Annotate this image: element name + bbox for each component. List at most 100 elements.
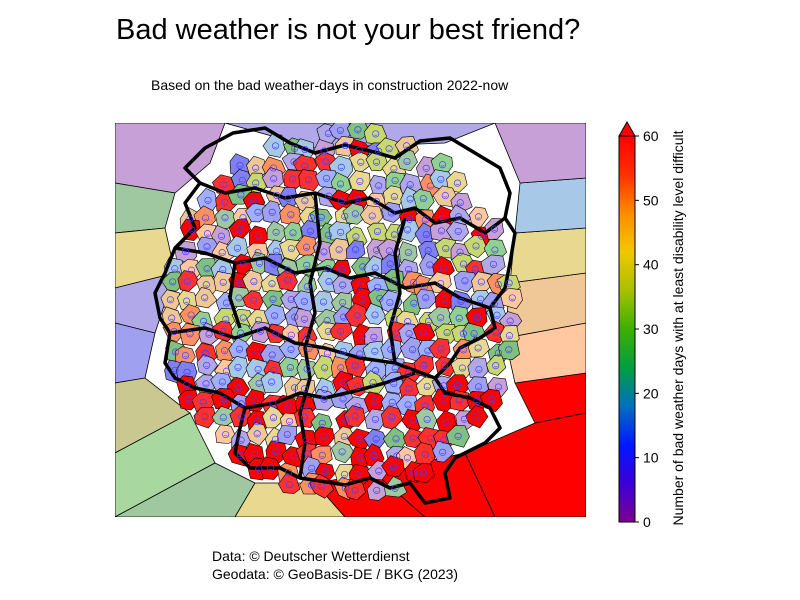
smiley-icon	[290, 384, 299, 392]
voronoi-cell	[242, 269, 264, 292]
voronoi-cell	[485, 355, 507, 376]
smiley-icon	[339, 298, 347, 307]
smiley-icon	[269, 164, 278, 172]
voronoi-cell	[348, 170, 371, 192]
smiley-icon	[474, 344, 482, 352]
smiley-icon	[203, 230, 212, 238]
smiley-icon	[219, 278, 227, 286]
smiley-icon	[185, 395, 193, 403]
smiley-icon	[222, 315, 230, 323]
smiley-icon	[356, 350, 364, 358]
smiley-icon	[478, 232, 486, 240]
smiley-icon	[336, 126, 344, 134]
smiley-icon	[239, 214, 247, 222]
station-markers	[166, 126, 516, 495]
smiley-icon	[168, 314, 176, 322]
outer-cell	[115, 123, 226, 194]
smiley-icon	[440, 382, 448, 390]
smiley-icon	[459, 346, 468, 354]
smiley-icon	[291, 144, 299, 153]
smiley-icon	[237, 413, 246, 421]
smiley-icon	[202, 281, 210, 289]
smiley-icon	[424, 347, 432, 355]
smiley-icon	[286, 417, 294, 425]
outer-cell	[115, 322, 156, 384]
smiley-icon	[405, 265, 413, 274]
smiley-icon	[319, 298, 328, 306]
smiley-icon	[303, 332, 311, 341]
voronoi-cell	[196, 188, 218, 212]
smiley-icon	[441, 192, 449, 200]
smiley-icon	[338, 448, 346, 456]
smiley-icon	[254, 348, 262, 356]
smiley-icon	[236, 279, 244, 288]
smiley-icon	[356, 282, 364, 290]
smiley-icon	[473, 412, 481, 420]
smiley-icon	[303, 365, 311, 373]
smiley-icon	[489, 260, 498, 268]
smiley-icon	[254, 208, 262, 216]
smiley-icon	[300, 297, 308, 306]
smiley-icon	[385, 145, 393, 153]
smiley-icon	[351, 487, 359, 495]
smiley-icon	[239, 314, 247, 322]
colorbar-tick-label: 10	[643, 450, 659, 466]
map-panel	[115, 123, 586, 517]
smiley-icon	[354, 382, 362, 390]
smiley-icon	[270, 175, 278, 183]
credits: Data: © Deutscher Wetterdienst Geodata: …	[212, 547, 458, 583]
smiley-icon	[217, 232, 225, 240]
voronoi-cell	[193, 406, 217, 429]
smiley-icon	[221, 198, 229, 207]
smiley-icon	[287, 345, 295, 353]
smiley-icon	[372, 197, 381, 206]
smiley-icon	[284, 266, 292, 274]
voronoi-cell	[215, 208, 237, 230]
smiley-icon	[493, 311, 501, 319]
smiley-icon	[238, 176, 246, 184]
smiley-icon	[237, 329, 245, 337]
smiley-icon	[373, 227, 382, 236]
smiley-icon	[308, 464, 316, 472]
smiley-icon	[273, 191, 281, 199]
smiley-icon	[372, 130, 380, 138]
voronoi-cell	[312, 388, 337, 411]
smiley-icon	[437, 345, 445, 353]
smiley-icon	[285, 468, 293, 477]
smiley-icon	[269, 295, 277, 303]
smiley-icon	[373, 486, 381, 494]
smiley-icon	[203, 265, 211, 273]
smiley-icon	[494, 280, 502, 289]
smiley-icon	[306, 227, 314, 235]
smiley-icon	[419, 469, 428, 477]
smiley-icon	[341, 484, 349, 492]
smiley-icon	[437, 279, 445, 288]
smiley-icon	[508, 294, 516, 302]
smiley-icon	[351, 362, 359, 370]
smiley-icon	[403, 226, 412, 234]
smiley-icon	[285, 481, 293, 489]
smiley-icon	[505, 279, 513, 287]
smiley-icon	[268, 351, 276, 359]
colorbar: 0 10 20 30 40 50 60	[612, 114, 672, 534]
smiley-icon	[403, 157, 411, 166]
smiley-icon	[287, 331, 295, 339]
smiley-icon	[220, 181, 228, 189]
smiley-icon	[307, 481, 316, 489]
smiley-icon	[368, 212, 376, 220]
smiley-icon	[200, 317, 208, 325]
voronoi-cell	[463, 234, 488, 259]
smiley-icon	[283, 430, 291, 439]
smiley-icon	[249, 197, 257, 205]
smiley-icon	[473, 314, 482, 322]
smiley-icon	[254, 316, 263, 324]
smiley-icon	[318, 419, 326, 427]
germany-voronoi-map	[115, 123, 586, 517]
smiley-icon	[390, 276, 398, 285]
smiley-icon	[423, 382, 431, 391]
smiley-icon	[474, 383, 483, 391]
smiley-icon	[404, 318, 412, 326]
smiley-icon	[284, 194, 292, 202]
smiley-icon	[339, 395, 347, 403]
smiley-icon	[459, 330, 467, 338]
